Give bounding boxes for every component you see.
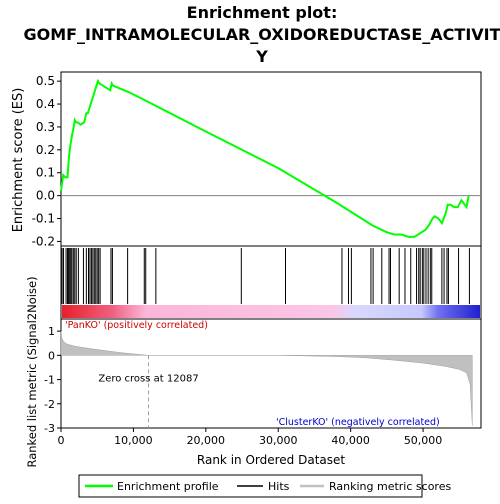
es-panel-frame: [60, 71, 482, 247]
es-y-tick-label: -0.2: [32, 234, 55, 248]
es-y-axis-label: Enrichment score (ES): [11, 88, 26, 233]
x-tick-label: 0: [58, 434, 65, 447]
ranking-metric-area: [60, 331, 473, 426]
x-tick-label: 40,000: [331, 434, 370, 447]
es-y-tick-label: 0.5: [36, 74, 55, 88]
x-tick-label: 30,000: [259, 434, 298, 447]
es-y-tick-label: -0.1: [32, 212, 55, 226]
chart-title-line-3: Y: [255, 47, 268, 66]
es-y-tick-label: 0.4: [36, 97, 55, 111]
es-y-tick-label: 0.1: [36, 166, 55, 180]
metric-y-tick-label: -3: [44, 422, 55, 435]
positive-correlation-label: 'PanKO' (positively correlated): [65, 320, 208, 331]
enrichment-profile-line: [60, 78, 470, 238]
metric-y-tick-label: -1: [44, 374, 55, 387]
x-tick-label: 10,000: [114, 434, 153, 447]
chart-title-line-1: Enrichment plot:: [187, 3, 338, 22]
zero-cross-label: Zero cross at 12087: [98, 373, 198, 384]
metric-y-axis-label: Ranked list metric (Signal2Noise): [25, 276, 39, 467]
x-tick-label: 50,000: [404, 434, 443, 447]
legend-enrichment-profile-label: Enrichment profile: [117, 480, 219, 493]
es-y-tick-label: 0.0: [36, 189, 55, 203]
legend-hits-label: Hits: [268, 480, 290, 493]
x-axis-label: Rank in Ordered Dataset: [197, 453, 345, 467]
rank-color-bar: [62, 305, 480, 318]
metric-panel-frame: [60, 318, 482, 429]
es-y-tick-label: 0.3: [36, 120, 55, 134]
metric-y-tick-label: 1: [48, 325, 55, 338]
x-tick-label: 20,000: [187, 434, 226, 447]
legend-ranking-metric-label: Ranking metric scores: [329, 480, 451, 493]
es-y-tick-label: 0.2: [36, 143, 55, 157]
negative-correlation-label: 'ClusterKO' (negatively correlated): [276, 417, 440, 428]
metric-y-tick-label: 0: [48, 349, 55, 362]
metric-y-tick-label: -2: [44, 398, 55, 411]
chart-title-line-2: GOMF_INTRAMOLECULAR_OXIDOREDUCTASE_ACTIV…: [23, 25, 500, 44]
